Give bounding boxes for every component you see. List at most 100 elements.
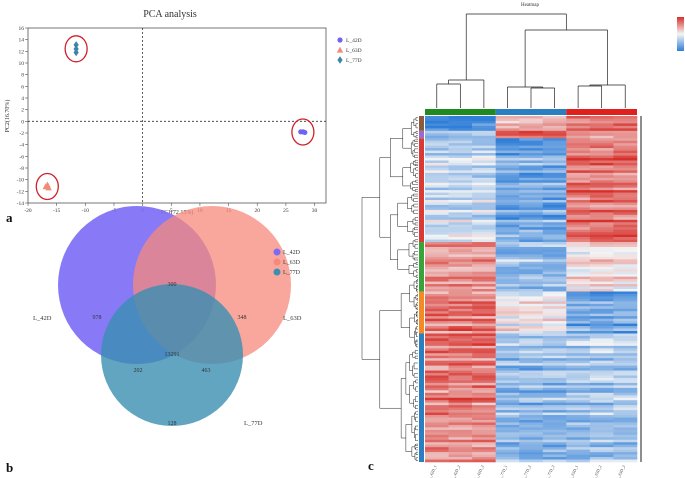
heatmap-cell bbox=[542, 432, 567, 436]
heatmap-cell bbox=[589, 197, 614, 201]
heatmap-cell bbox=[519, 449, 544, 453]
heatmap-cell bbox=[519, 402, 544, 406]
heatmap-cell bbox=[589, 392, 614, 396]
heatmap-cell bbox=[425, 190, 449, 193]
heatmap-cell bbox=[613, 182, 638, 186]
heatmap-cell bbox=[589, 375, 614, 379]
heatmap-cell bbox=[472, 229, 496, 233]
heatmap-cell bbox=[519, 118, 544, 122]
heatmap-cell bbox=[495, 212, 520, 216]
heatmap-cell bbox=[613, 160, 638, 164]
heatmap-cell bbox=[519, 254, 544, 258]
heatmap-cell bbox=[589, 410, 614, 413]
heatmap-cell bbox=[566, 170, 591, 174]
heatmap-cell bbox=[613, 249, 638, 253]
heatmap-cell bbox=[472, 190, 496, 193]
heatmap-column-label: L_77D_2 bbox=[521, 464, 532, 478]
heatmap-cell bbox=[425, 293, 449, 297]
heatmap-cell bbox=[542, 437, 567, 441]
heatmap-cell bbox=[472, 429, 496, 433]
heatmap-cell bbox=[542, 296, 567, 300]
heatmap-cell bbox=[472, 197, 496, 201]
heatmap-cell bbox=[448, 177, 473, 181]
venn-count-l42d-l77d: 202 bbox=[134, 368, 143, 374]
heatmap-cell bbox=[495, 192, 520, 196]
heatmap-cell bbox=[542, 343, 567, 347]
heatmap-cell bbox=[425, 373, 449, 376]
heatmap-cell bbox=[542, 281, 567, 285]
heatmap-cell bbox=[613, 180, 638, 184]
heatmap-cell bbox=[566, 375, 591, 379]
heatmap-cell bbox=[448, 358, 473, 361]
heatmap-cell bbox=[566, 301, 591, 305]
pca-point bbox=[302, 129, 308, 136]
heatmap-cell bbox=[448, 135, 473, 139]
heatmap-cell bbox=[519, 382, 544, 386]
heatmap-cell bbox=[425, 202, 449, 206]
heatmap-cell bbox=[566, 249, 591, 253]
heatmap-cell bbox=[589, 244, 614, 248]
heatmap-cell bbox=[425, 237, 449, 240]
heatmap-cell bbox=[566, 308, 591, 312]
heatmap-cell bbox=[542, 286, 567, 290]
heatmap-cell bbox=[495, 274, 520, 277]
heatmap-cell bbox=[448, 410, 473, 413]
heatmap-cell bbox=[425, 259, 449, 263]
heatmap-cell bbox=[589, 185, 614, 188]
heatmap-cell bbox=[589, 390, 614, 394]
heatmap-cell bbox=[566, 256, 591, 260]
heatmap-cell bbox=[519, 123, 544, 127]
heatmap-cell bbox=[472, 385, 496, 389]
heatmap-cell bbox=[495, 353, 520, 357]
heatmap-cell bbox=[613, 452, 638, 455]
heatmap-cell bbox=[542, 449, 567, 453]
heatmap-cell bbox=[425, 419, 449, 423]
heatmap-cell bbox=[519, 373, 544, 376]
heatmap-cell bbox=[448, 269, 473, 272]
heatmap-cell bbox=[425, 256, 449, 260]
heatmap-cell bbox=[589, 239, 614, 243]
heatmap-cell bbox=[495, 308, 520, 312]
heatmap-cell bbox=[542, 326, 567, 329]
heatmap-cell bbox=[495, 202, 520, 206]
heatmap-cell bbox=[519, 434, 544, 438]
heatmap-cell bbox=[425, 385, 449, 389]
heatmap-cell bbox=[589, 150, 614, 154]
heatmap-cell bbox=[566, 130, 591, 134]
heatmap-cell bbox=[495, 135, 520, 139]
heatmap-cell bbox=[495, 256, 520, 260]
heatmap-cell bbox=[425, 120, 449, 124]
heatmap-cell bbox=[495, 417, 520, 421]
heatmap-cell bbox=[472, 397, 496, 401]
heatmap-cell bbox=[519, 442, 544, 445]
heatmap-cell bbox=[495, 385, 520, 389]
heatmap-cell bbox=[542, 377, 567, 381]
heatmap-cell bbox=[566, 422, 591, 426]
heatmap-cell bbox=[472, 424, 496, 428]
heatmap-cell bbox=[495, 254, 520, 258]
heatmap-cell bbox=[495, 400, 520, 403]
heatmap-cell bbox=[448, 326, 473, 329]
heatmap-cell bbox=[613, 281, 638, 285]
heatmap-cell bbox=[613, 387, 638, 391]
heatmap-cell bbox=[495, 377, 520, 381]
heatmap-cell bbox=[495, 222, 520, 226]
heatmap-cell bbox=[613, 200, 638, 203]
heatmap-cell bbox=[495, 155, 520, 159]
heatmap-cell bbox=[566, 246, 591, 250]
pca-highlight-ring bbox=[291, 118, 315, 146]
pca-y-tick-label: -12 bbox=[17, 189, 25, 195]
heatmap-cell bbox=[613, 417, 638, 421]
heatmap-cell bbox=[589, 449, 614, 453]
heatmap-cell bbox=[519, 148, 544, 151]
heatmap-cell bbox=[566, 331, 591, 334]
heatmap-cell bbox=[566, 167, 591, 171]
heatmap-cell bbox=[425, 261, 449, 265]
heatmap-cell bbox=[589, 422, 614, 426]
heatmap-cell bbox=[519, 439, 544, 443]
heatmap-cell bbox=[425, 340, 449, 344]
heatmap-cell bbox=[542, 229, 567, 233]
heatmap-cell bbox=[495, 395, 520, 399]
pca-x-tick-label: -10 bbox=[82, 208, 90, 214]
heatmap-cell bbox=[613, 135, 638, 139]
